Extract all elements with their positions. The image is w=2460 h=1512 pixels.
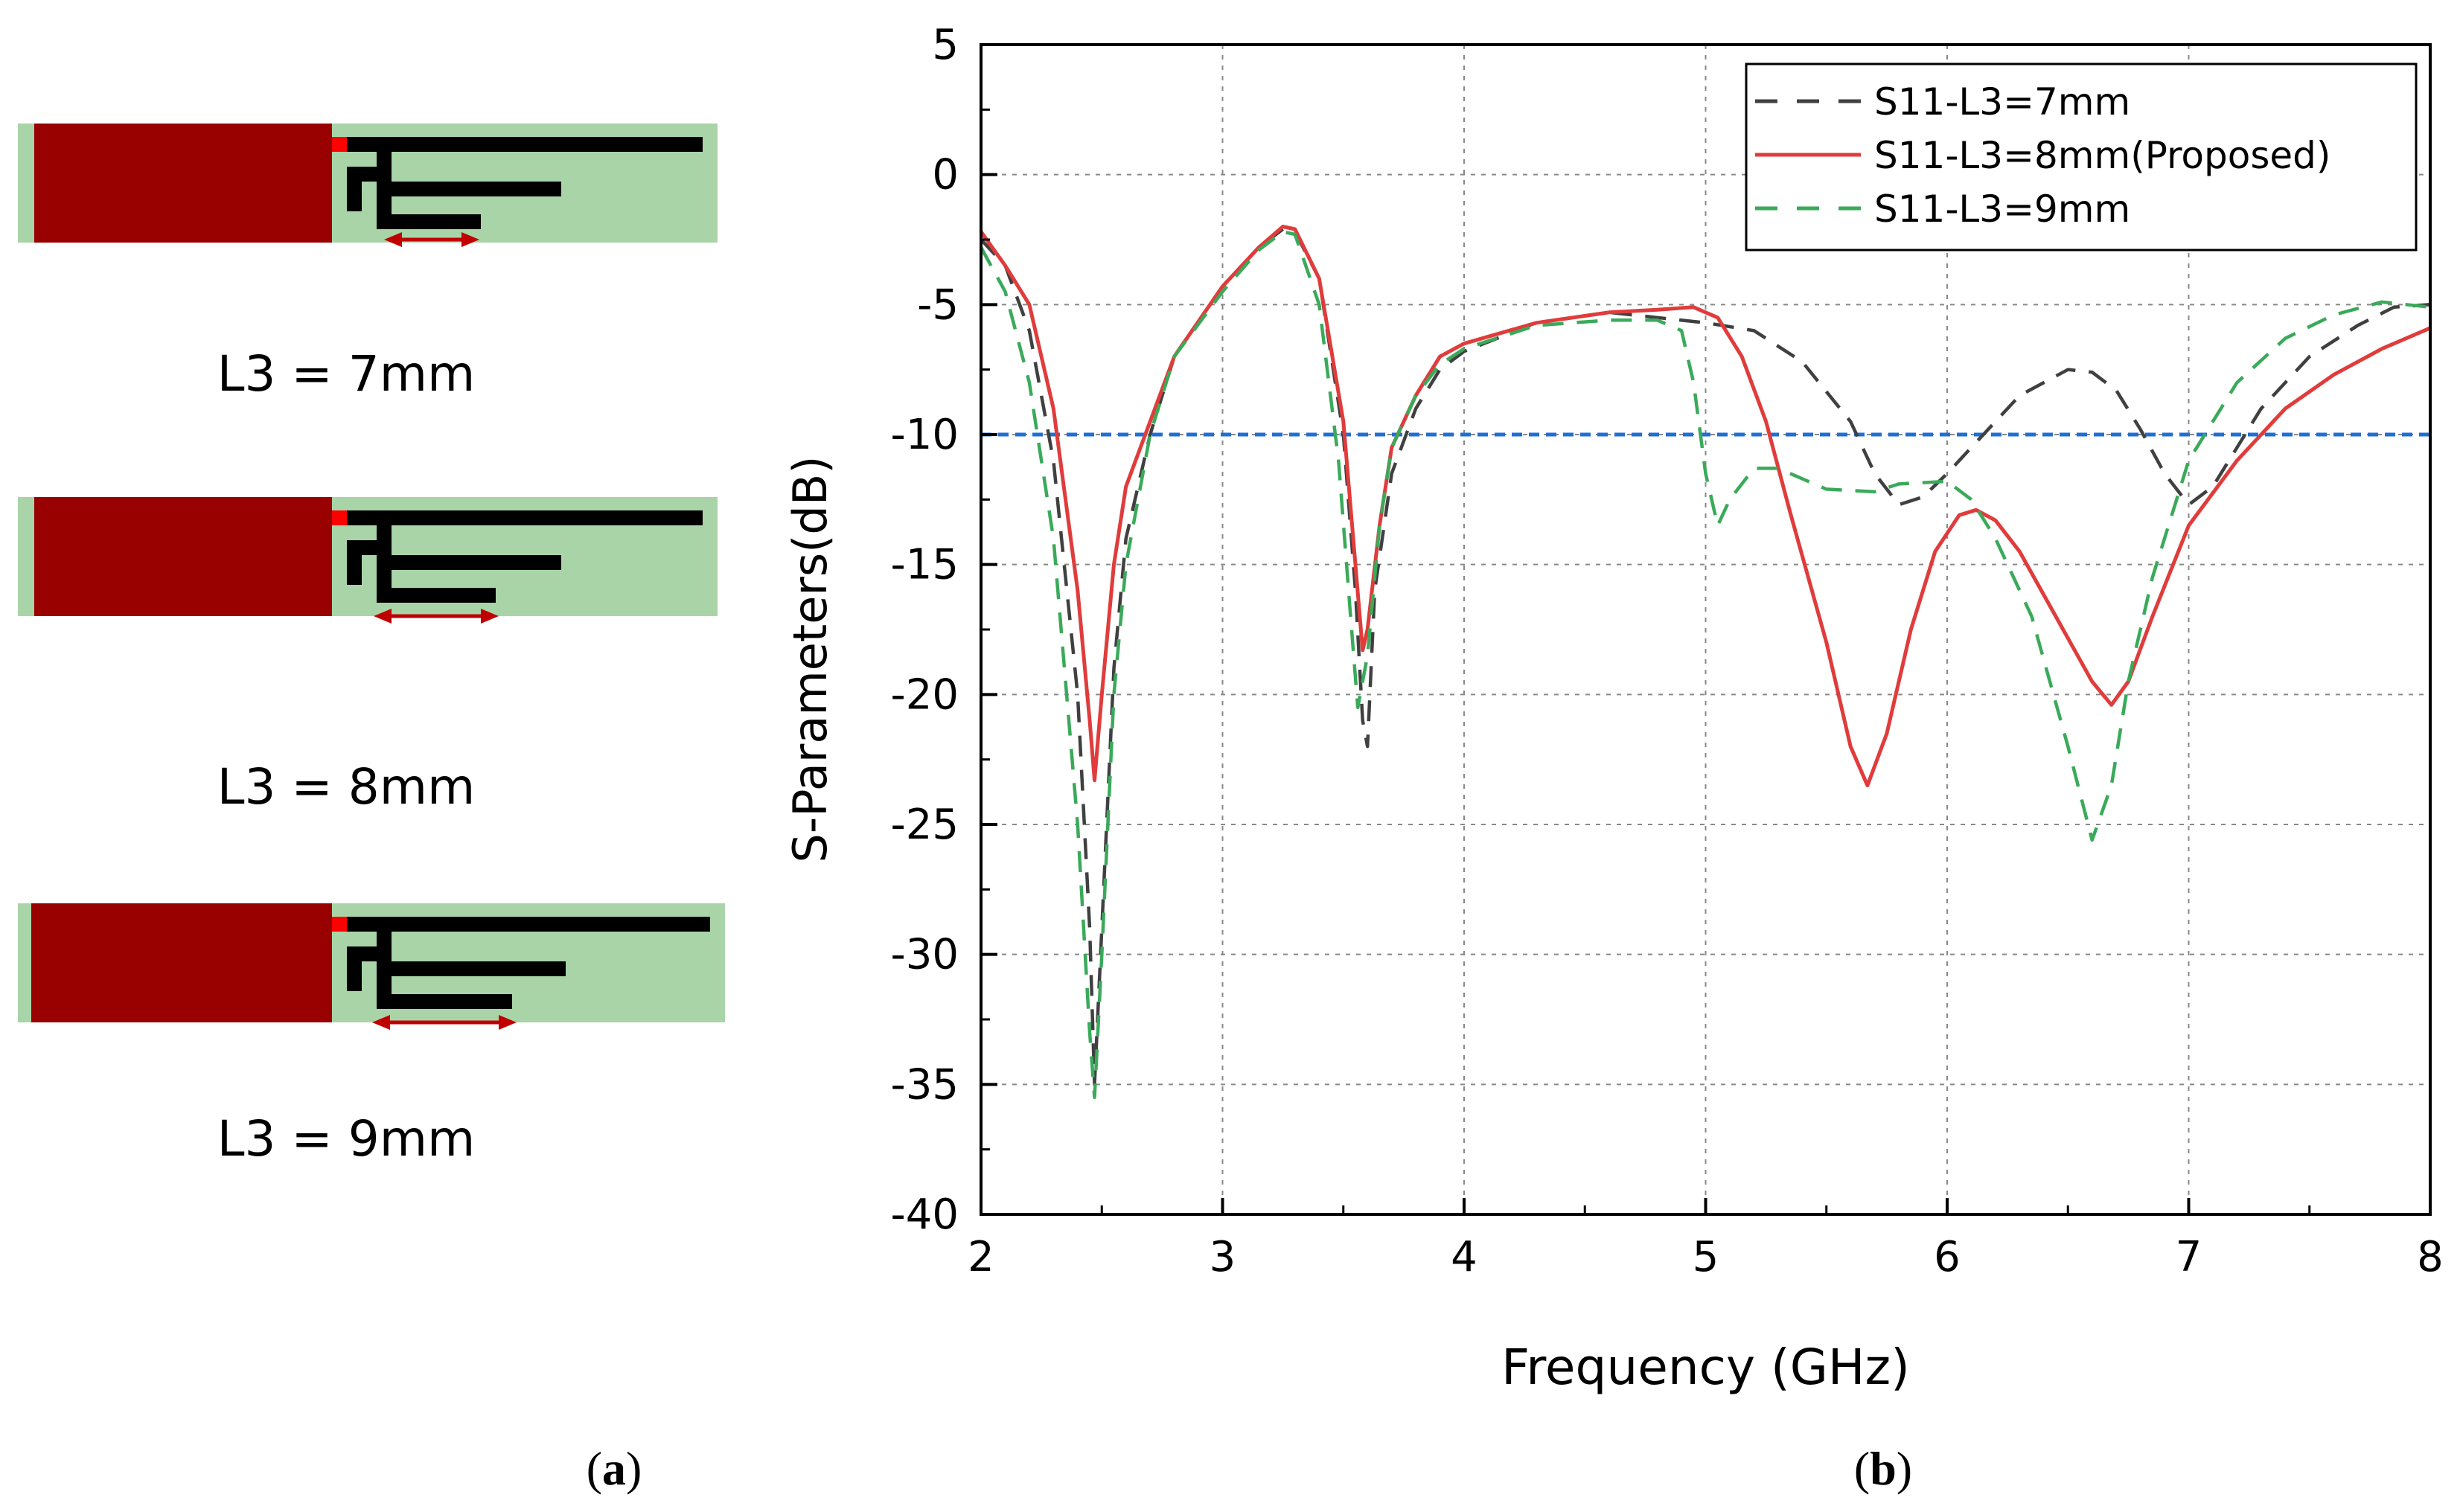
x-tick-label: 6 (1934, 1233, 1961, 1281)
l3-dimension-arrow (372, 1015, 517, 1030)
caption-a-letter: a (602, 1442, 626, 1495)
feed-point (332, 510, 347, 525)
x-tick-label: 4 (1451, 1233, 1477, 1281)
panel-b-chart: 2 3 4 5 6 7 8 5 0 -5 -10 -15 -20 -25 -30 -35 -40 S-Param… (783, 21, 2444, 1495)
tick-label-layer: 2 3 4 5 6 7 8 5 0 -5 -10 -15 -20 -25 -30 -35 -40 (891, 21, 2444, 1281)
legend-label: S11-L3=8mm(Proposed) (1874, 134, 2330, 177)
x-tick-label: 8 (2417, 1233, 2444, 1281)
panel-a: L3 = 7mm L3 = 8mm (18, 124, 725, 1495)
svg-text:(b): (b) (1854, 1442, 1912, 1495)
l3-dimension-arrow (384, 232, 479, 247)
series-line-3 (980, 230, 2431, 1100)
y-tick-label: -40 (891, 1191, 959, 1239)
series-line-2 (979, 225, 2431, 788)
antenna-diagram-l3-7mm: L3 = 7mm (18, 124, 718, 403)
y-tick-label: -15 (891, 541, 959, 589)
feed-point (332, 917, 347, 932)
y-tick-label: -30 (891, 931, 959, 979)
antenna-diagram-l3-9mm: L3 = 9mm (18, 903, 725, 1167)
variant-label: L3 = 9mm (217, 1110, 476, 1167)
y-tick-label: -35 (891, 1060, 959, 1109)
x-tick-label: 2 (968, 1233, 994, 1281)
meander-trace (347, 137, 703, 229)
antenna-diagram-l3-8mm: L3 = 8mm (18, 497, 718, 816)
legend-label: S11-L3=7mm (1874, 80, 2130, 124)
caption-b-letter: b (1870, 1442, 1897, 1495)
tick-layer (980, 43, 2432, 1216)
l3-dimension-arrow (374, 609, 499, 624)
x-axis-title: Frequency (GHz) (1501, 1339, 1910, 1396)
ground-plane (34, 124, 332, 243)
y-axis-title: S-Parameters(dB) (783, 456, 837, 863)
meander-trace (347, 510, 703, 603)
ground-plane (34, 497, 332, 616)
legend-label: S11-L3=9mm (1874, 188, 2130, 231)
variant-label: L3 = 7mm (217, 345, 476, 403)
meander-trace (347, 917, 710, 1009)
caption-a: (a) (587, 1442, 642, 1495)
series-layer (979, 225, 2431, 1100)
x-tick-label: 5 (1693, 1233, 1719, 1281)
y-tick-label: 0 (932, 151, 959, 199)
svg-text:(a): (a) (587, 1442, 642, 1495)
x-tick-label: 3 (1210, 1233, 1236, 1281)
y-tick-label: -25 (891, 801, 959, 849)
ground-plane (31, 903, 332, 1022)
variant-label: L3 = 8mm (217, 758, 476, 816)
caption-b: (b) (1854, 1442, 1912, 1495)
y-tick-label: -10 (891, 411, 959, 459)
y-tick-label: 5 (932, 21, 959, 69)
legend-box (1745, 63, 2418, 252)
x-tick-label: 7 (2176, 1233, 2202, 1281)
feed-point (332, 137, 347, 152)
legend: S11-L3=7mm S11-L3=8mm(Proposed) S11-L3=9mm (1745, 63, 2418, 252)
y-tick-label: -20 (891, 670, 959, 719)
y-tick-label: -5 (917, 281, 959, 329)
